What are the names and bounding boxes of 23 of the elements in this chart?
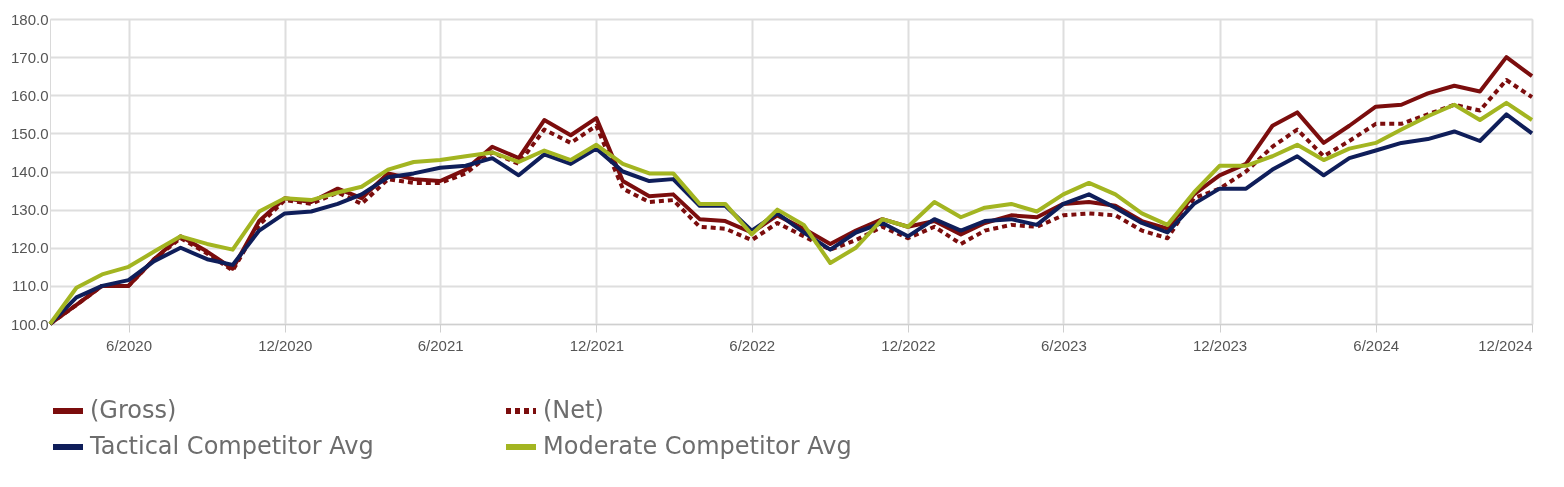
x-tick-label: 6/2020 [106, 336, 152, 354]
x-tick-label: 6/2023 [1040, 336, 1087, 354]
legend-label: (Gross) [90, 396, 177, 424]
y-tick-label: 140.0 [10, 163, 49, 180]
x-tick-label: 12/2023 [1192, 336, 1248, 354]
x-tick-label: 6/2022 [729, 336, 776, 354]
y-tick-label: 170.0 [10, 48, 49, 66]
y-tick-label: 160.0 [10, 86, 49, 104]
legend-label: (Net) [543, 396, 604, 424]
y-tick-label: 100.0 [10, 315, 49, 333]
y-tick-label: 180.0 [10, 10, 49, 28]
y-tick-label: 110.0 [12, 277, 49, 295]
x-tick-label: 6/2021 [417, 336, 464, 354]
legend-label: Moderate Competitor Avg [543, 432, 852, 460]
y-tick-label: 120.0 [10, 239, 49, 257]
y-tick-label: 150.0 [10, 124, 49, 142]
legend-label: Tactical Competitor Avg [89, 432, 374, 460]
x-tick-label: 12/2024 [1478, 336, 1533, 354]
y-tick-label: 130.0 [10, 201, 49, 219]
x-tick-label: 6/2024 [1353, 336, 1400, 354]
x-tick-label: 12/2021 [569, 336, 624, 354]
x-tick-label: 12/2020 [258, 336, 313, 354]
x-tick-label: 12/2022 [881, 336, 936, 354]
